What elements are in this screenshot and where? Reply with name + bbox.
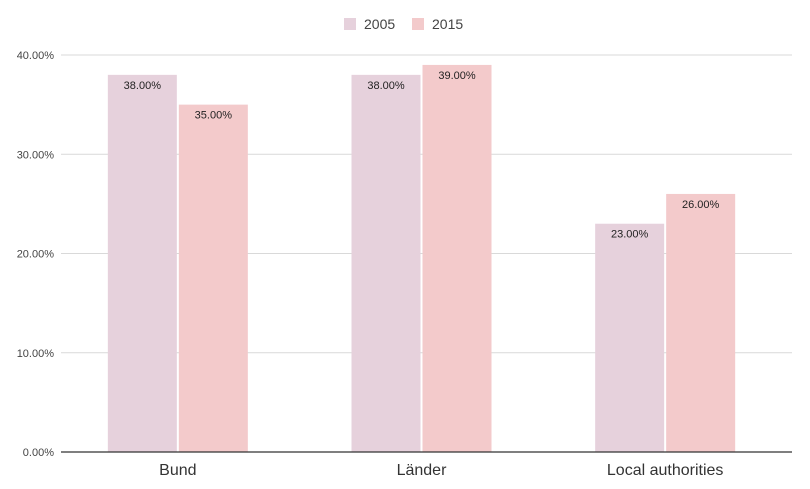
y-tick-label: 40.00% [17,50,55,62]
bar-2005 [351,74,421,452]
y-tick-label: 20.00% [17,249,55,261]
y-axis-ticks: 0.00% 10.00% 20.00% 30.00% 40.00% [17,50,55,459]
legend-swatch-2005 [344,18,356,30]
bar-2005 [595,223,665,452]
bar-2015 [422,64,492,453]
legend-label-2015: 2015 [432,16,463,32]
x-category-label: Länder [397,462,447,479]
x-category-label: Bund [159,462,196,479]
y-tick-label: 10.00% [17,348,55,360]
x-axis-categories: Bund Länder Local authorities [159,462,723,479]
bars [107,64,736,453]
legend: 2005 2015 [344,16,463,32]
y-tick-label: 30.00% [17,149,55,161]
legend-label-2005: 2005 [364,16,395,32]
data-label: 23.00% [611,229,649,241]
data-labels: 38.00% 35.00% 38.00% 39.00% 23.00% 26.00% [124,70,720,241]
data-label: 39.00% [438,70,476,82]
legend-swatch-2015 [412,18,424,30]
bar-2015 [666,193,736,452]
y-tick-label: 0.00% [23,447,54,459]
x-category-label: Local authorities [607,462,724,479]
bar-2005 [107,74,177,452]
data-label: 38.00% [124,80,162,92]
data-label: 26.00% [682,199,720,211]
bar-2015 [178,104,248,452]
data-label: 38.00% [367,80,405,92]
data-label: 35.00% [195,110,233,122]
